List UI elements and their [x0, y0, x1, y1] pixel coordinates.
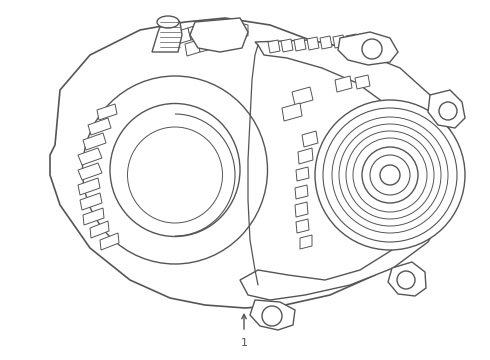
Polygon shape [190, 18, 248, 52]
Polygon shape [346, 34, 358, 47]
Polygon shape [240, 40, 458, 300]
Polygon shape [83, 208, 104, 225]
Polygon shape [224, 21, 237, 33]
Circle shape [362, 39, 382, 59]
Polygon shape [428, 90, 465, 128]
Polygon shape [281, 39, 293, 52]
Ellipse shape [82, 76, 268, 264]
Circle shape [370, 155, 410, 195]
Polygon shape [302, 131, 318, 147]
Polygon shape [295, 185, 308, 199]
Circle shape [262, 306, 282, 326]
Polygon shape [295, 202, 308, 217]
Polygon shape [338, 32, 398, 65]
Polygon shape [320, 36, 332, 49]
Polygon shape [188, 24, 203, 40]
Ellipse shape [157, 16, 179, 28]
Polygon shape [78, 163, 102, 180]
Polygon shape [97, 104, 117, 120]
Polygon shape [333, 35, 345, 48]
Polygon shape [78, 178, 100, 195]
Polygon shape [222, 35, 234, 47]
Polygon shape [296, 219, 309, 233]
Polygon shape [296, 167, 309, 181]
Polygon shape [152, 18, 182, 52]
Polygon shape [78, 148, 102, 165]
Polygon shape [355, 75, 370, 89]
Polygon shape [88, 118, 111, 135]
Circle shape [362, 147, 418, 203]
Polygon shape [292, 87, 313, 105]
Polygon shape [83, 133, 106, 150]
Polygon shape [212, 21, 226, 33]
Polygon shape [185, 40, 200, 56]
Polygon shape [335, 76, 352, 92]
Polygon shape [210, 35, 223, 49]
Polygon shape [268, 40, 280, 53]
Circle shape [397, 271, 415, 289]
Circle shape [315, 100, 465, 250]
Circle shape [323, 108, 457, 242]
Polygon shape [90, 221, 109, 238]
Polygon shape [388, 262, 426, 296]
Polygon shape [50, 18, 455, 308]
Polygon shape [198, 37, 212, 52]
Polygon shape [236, 22, 248, 36]
Polygon shape [307, 37, 319, 50]
Polygon shape [300, 235, 312, 249]
Polygon shape [200, 22, 215, 36]
Polygon shape [298, 148, 313, 164]
Polygon shape [294, 38, 306, 51]
Ellipse shape [110, 104, 240, 237]
Circle shape [439, 102, 457, 120]
Text: 1: 1 [241, 338, 247, 348]
Polygon shape [282, 103, 302, 121]
Polygon shape [80, 193, 102, 210]
Polygon shape [250, 300, 295, 330]
Polygon shape [100, 233, 119, 250]
Polygon shape [175, 28, 191, 44]
Circle shape [380, 165, 400, 185]
